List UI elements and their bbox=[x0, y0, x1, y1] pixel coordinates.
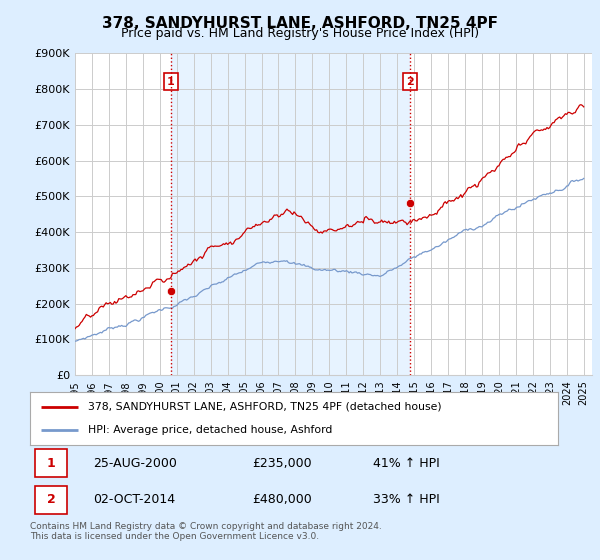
Text: Price paid vs. HM Land Registry's House Price Index (HPI): Price paid vs. HM Land Registry's House … bbox=[121, 27, 479, 40]
Text: 1: 1 bbox=[47, 457, 55, 470]
Text: Contains HM Land Registry data © Crown copyright and database right 2024.
This d: Contains HM Land Registry data © Crown c… bbox=[30, 522, 382, 542]
Text: 2: 2 bbox=[406, 77, 414, 87]
Text: £480,000: £480,000 bbox=[252, 493, 311, 506]
Text: 33% ↑ HPI: 33% ↑ HPI bbox=[373, 493, 440, 506]
Text: 1: 1 bbox=[167, 77, 175, 87]
Text: 378, SANDYHURST LANE, ASHFORD, TN25 4PF (detached house): 378, SANDYHURST LANE, ASHFORD, TN25 4PF … bbox=[88, 402, 442, 412]
Text: 41% ↑ HPI: 41% ↑ HPI bbox=[373, 457, 440, 470]
Text: 378, SANDYHURST LANE, ASHFORD, TN25 4PF: 378, SANDYHURST LANE, ASHFORD, TN25 4PF bbox=[102, 16, 498, 31]
FancyBboxPatch shape bbox=[35, 486, 67, 514]
Bar bbox=[171, 53, 410, 375]
FancyBboxPatch shape bbox=[35, 449, 67, 477]
Text: 25-AUG-2000: 25-AUG-2000 bbox=[94, 457, 177, 470]
Text: £235,000: £235,000 bbox=[252, 457, 311, 470]
Text: 2: 2 bbox=[47, 493, 55, 506]
Text: HPI: Average price, detached house, Ashford: HPI: Average price, detached house, Ashf… bbox=[88, 425, 332, 435]
Text: 02-OCT-2014: 02-OCT-2014 bbox=[94, 493, 175, 506]
